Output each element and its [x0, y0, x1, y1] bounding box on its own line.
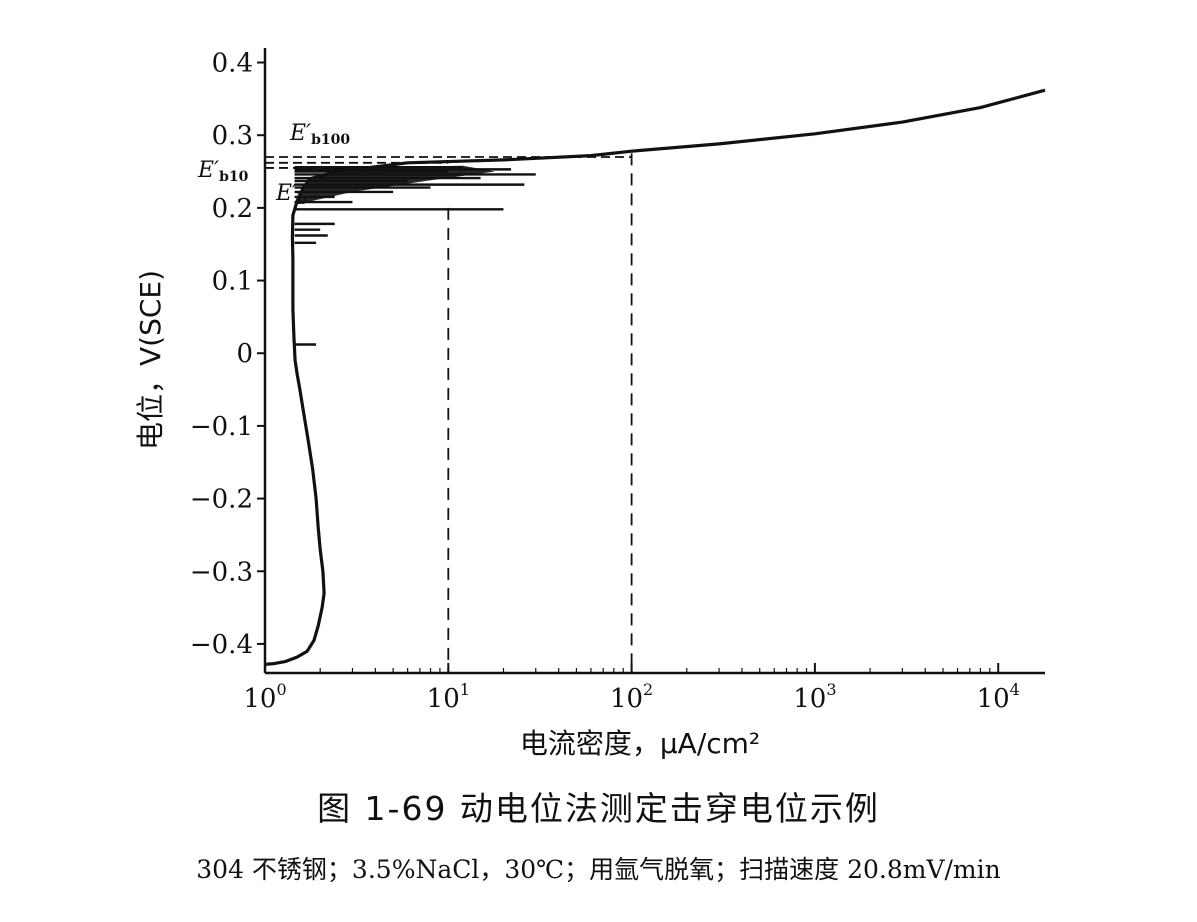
reference-label: E′b — [275, 181, 307, 208]
x-tick-label: 101 — [427, 680, 470, 714]
y-axis-title: 电位，V(SCE) — [134, 270, 167, 450]
tick-labels: −0.4 −0.3 −0.2 −0.1 0 0.1 0.2 0.3 0.4 100 101 102 10… — [190, 49, 1020, 714]
y-tick-label: 0.4 — [212, 49, 253, 79]
y-tick-label: 0.1 — [212, 267, 253, 297]
annotations: E′b100 E′b10 E′b — [197, 121, 350, 208]
figure-note: 304 不锈钢；3.5%NaCl，30℃；用氩气脱氧；扫描速度 20.8mV/m… — [196, 855, 1001, 884]
polarization-curve — [264, 88, 1046, 666]
axes — [263, 48, 1045, 675]
x-tick-label: 104 — [977, 680, 1020, 714]
y-tick-label: −0.1 — [190, 412, 253, 442]
y-tick-label: −0.2 — [190, 485, 253, 515]
y-tick-label: 0.3 — [212, 121, 253, 151]
reference-lines — [265, 153, 633, 673]
x-tick-label: 103 — [793, 680, 836, 714]
noise-band — [297, 165, 496, 205]
data-series — [264, 88, 1046, 666]
noise-spikes — [294, 165, 536, 346]
y-tick-label: −0.3 — [190, 557, 253, 587]
figure-caption: 图 1-69 动电位法测定击穿电位示例 — [317, 789, 880, 828]
y-tick-label: 0 — [236, 339, 253, 369]
x-axis-title: 电流密度，μA/cm² — [520, 727, 760, 760]
y-tick-label: 0.2 — [212, 194, 253, 224]
x-tick-label: 102 — [610, 680, 653, 714]
reference-label: E′b100 — [289, 121, 350, 148]
x-tick-label: 100 — [243, 680, 286, 714]
y-tick-label: −0.4 — [190, 630, 253, 660]
reference-label: E′b10 — [197, 158, 249, 185]
polarization-chart: −0.4 −0.3 −0.2 −0.1 0 0.1 0.2 0.3 0.4 100 101 102 10… — [134, 48, 1046, 760]
